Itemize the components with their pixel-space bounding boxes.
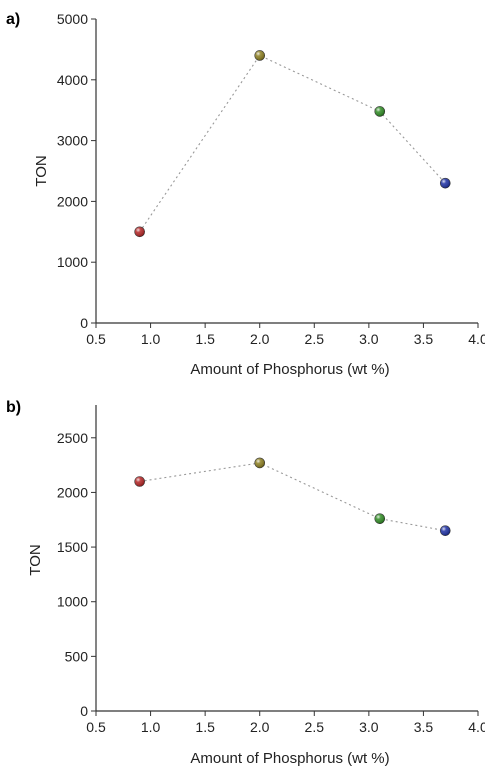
y-tick-label-b: 1500 <box>57 539 88 555</box>
panel-a: a) 0.5 1.0 1.5 2.0 2.5 3.0 3.5 4.0 0 1000 2000 3000… <box>6 11 485 378</box>
x-tick-label-a: 1.0 <box>141 331 161 347</box>
data-point-b-4 <box>439 525 451 536</box>
x-tick-label-b: 1.5 <box>195 719 215 735</box>
data-point-a-3 <box>374 106 386 117</box>
y-tick-label-a: 1000 <box>57 254 88 270</box>
x-tick-label-a: 3.0 <box>359 331 379 347</box>
x-tick-label-a: 0.5 <box>86 331 106 347</box>
x-axis-title-b: Amount of Phosphorus (wt %) <box>190 750 389 767</box>
y-tick-label-a: 0 <box>80 315 88 331</box>
data-point-b-3 <box>374 513 386 524</box>
x-tick-label-b: 0.5 <box>86 719 106 735</box>
data-point-a-1 <box>134 226 145 238</box>
x-tick-label-b: 3.5 <box>414 719 434 735</box>
x-tick-label-b: 2.5 <box>305 719 325 735</box>
x-tick-label-b: 3.0 <box>359 719 379 735</box>
y-tick-label-a: 4000 <box>57 72 88 88</box>
x-tick-label-a: 2.5 <box>305 331 325 347</box>
trend-line-b <box>139 462 446 532</box>
y-tick-label-b: 2500 <box>57 430 88 446</box>
plot-area-a: 0.5 1.0 1.5 2.0 2.5 3.0 3.5 4.0 0 1000 2000 3000 400… <box>57 11 485 347</box>
x-tick-label-a: 4.0 <box>468 331 485 347</box>
data-point-b-1 <box>134 476 145 487</box>
y-tick-label-b: 500 <box>65 648 89 664</box>
y-tick-label-a: 3000 <box>57 133 88 149</box>
data-point-a-4 <box>439 177 451 189</box>
y-tick-label-b: 0 <box>80 703 88 719</box>
x-tick-label-b: 1.0 <box>141 719 161 735</box>
y-tick-label-b: 1000 <box>57 594 88 610</box>
x-tick-label-b: 4.0 <box>468 719 485 735</box>
panel-label-a: a) <box>6 11 20 28</box>
x-tick-label-a: 3.5 <box>414 331 434 347</box>
data-point-b-2 <box>254 457 266 469</box>
panel-b: b) 0.5 1.0 1.5 2.0 2.5 3.0 3.5 4.0 0 500 1000 1500 2… <box>6 399 485 767</box>
y-tick-label-a: 2000 <box>57 193 88 209</box>
data-point-a-2 <box>254 50 266 61</box>
x-tick-label-a: 1.5 <box>195 331 215 347</box>
x-tick-label-a: 2.0 <box>250 331 270 347</box>
x-axis-title-a: Amount of Phosphorus (wt %) <box>190 361 389 378</box>
y-tick-label-b: 2000 <box>57 484 88 500</box>
x-tick-label-b: 2.0 <box>250 719 270 735</box>
trend-line-a <box>139 54 446 233</box>
panel-label-b: b) <box>6 399 21 416</box>
plot-area-b: 0.5 1.0 1.5 2.0 2.5 3.0 3.5 4.0 0 500 1000 1500 2000… <box>57 405 485 735</box>
y-axis-title-a: TON <box>33 155 50 186</box>
y-axis-title-b: TON <box>27 544 44 575</box>
y-tick-label-a: 5000 <box>57 11 88 27</box>
